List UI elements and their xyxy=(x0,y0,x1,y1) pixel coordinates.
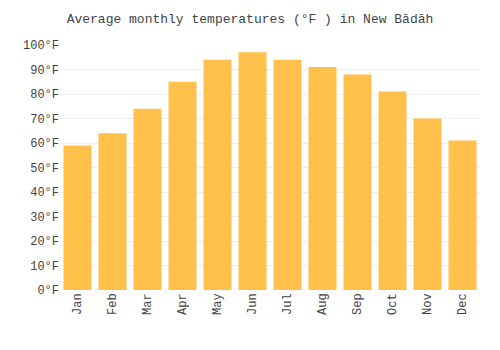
svg-text:Oct: Oct xyxy=(386,293,400,315)
svg-text:May: May xyxy=(211,293,225,315)
svg-text:10°F: 10°F xyxy=(30,260,59,274)
svg-text:30°F: 30°F xyxy=(30,211,59,225)
svg-text:70°F: 70°F xyxy=(30,113,59,127)
svg-text:Apr: Apr xyxy=(176,293,190,315)
svg-text:Average monthly temperatures (: Average monthly temperatures (°F ) in Ne… xyxy=(67,12,434,27)
svg-text:60°F: 60°F xyxy=(30,137,59,151)
svg-text:Jul: Jul xyxy=(281,293,295,315)
svg-text:50°F: 50°F xyxy=(30,162,59,176)
svg-text:Jan: Jan xyxy=(71,293,85,315)
svg-text:Dec: Dec xyxy=(456,293,470,315)
svg-text:Jun: Jun xyxy=(246,293,260,315)
svg-text:Aug: Aug xyxy=(316,293,330,315)
svg-text:90°F: 90°F xyxy=(30,64,59,78)
svg-text:Sep: Sep xyxy=(351,293,365,315)
svg-text:Feb: Feb xyxy=(106,293,120,315)
svg-text:80°F: 80°F xyxy=(30,88,59,102)
svg-text:Nov: Nov xyxy=(421,293,435,315)
svg-text:20°F: 20°F xyxy=(30,235,59,249)
svg-text:100°F: 100°F xyxy=(23,39,59,53)
svg-text:0°F: 0°F xyxy=(37,284,59,298)
svg-text:40°F: 40°F xyxy=(30,186,59,200)
svg-text:Mar: Mar xyxy=(141,293,155,315)
